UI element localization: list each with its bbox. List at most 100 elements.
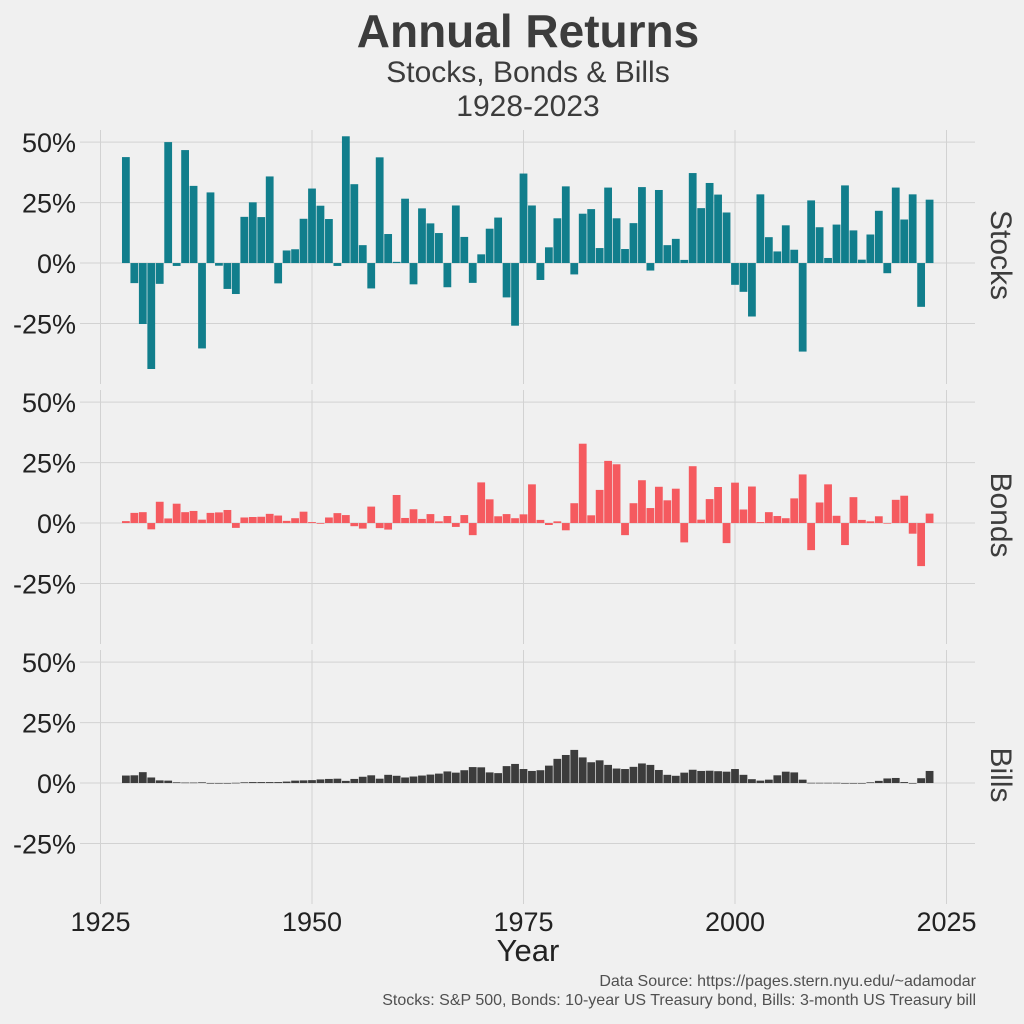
bar-bills bbox=[528, 770, 536, 784]
bar-bills bbox=[544, 765, 553, 784]
bar-stocks bbox=[587, 209, 596, 264]
bar-bonds bbox=[714, 487, 722, 524]
bar-bonds bbox=[409, 509, 418, 524]
bar-bonds bbox=[316, 523, 325, 524]
bar-bonds bbox=[511, 518, 519, 524]
bar-stocks bbox=[815, 227, 824, 264]
bar-bonds bbox=[189, 510, 198, 524]
bar-stocks bbox=[130, 263, 139, 284]
bar-bills bbox=[807, 782, 816, 784]
bar-bills bbox=[781, 771, 790, 784]
bar-stocks bbox=[181, 150, 189, 264]
bar-stocks bbox=[858, 259, 866, 264]
bar-stocks bbox=[739, 263, 748, 292]
bar-bills bbox=[384, 774, 393, 784]
bar-bonds bbox=[680, 523, 689, 543]
bar-bonds bbox=[697, 519, 706, 524]
bar-stocks bbox=[638, 187, 646, 264]
bar-stocks bbox=[748, 263, 756, 317]
bar-bills bbox=[502, 766, 511, 784]
bar-stocks bbox=[333, 263, 342, 266]
bar-stocks bbox=[274, 263, 283, 284]
bar-bonds bbox=[807, 523, 816, 551]
bar-bills bbox=[790, 772, 799, 784]
bar-bonds bbox=[925, 513, 934, 524]
bar-bills bbox=[215, 783, 223, 784]
bar-stocks bbox=[536, 263, 545, 280]
bar-bills bbox=[172, 782, 181, 784]
bar-stocks bbox=[426, 223, 435, 264]
bar-bills bbox=[248, 782, 257, 784]
bar-stocks bbox=[435, 233, 443, 264]
bar-stocks bbox=[883, 263, 892, 274]
y-tick-label: 25% bbox=[22, 449, 76, 479]
bar-stocks bbox=[282, 250, 291, 264]
bar-bonds bbox=[739, 509, 748, 524]
x-axis-title: Year bbox=[497, 933, 560, 968]
bar-stocks bbox=[121, 157, 130, 264]
bar-bills bbox=[739, 774, 748, 784]
bar-bills bbox=[798, 779, 807, 784]
bar-bills bbox=[883, 778, 892, 784]
bar-bonds bbox=[325, 517, 333, 524]
bar-bills bbox=[401, 777, 409, 784]
bar-stocks bbox=[257, 217, 266, 264]
y-tick-label: 25% bbox=[22, 189, 76, 219]
bar-bills bbox=[358, 776, 367, 784]
bar-bills bbox=[274, 782, 283, 784]
bar-stocks bbox=[460, 236, 469, 264]
bar-bills bbox=[350, 778, 359, 784]
bar-bills bbox=[874, 780, 883, 784]
bar-stocks bbox=[925, 199, 934, 264]
bar-stocks bbox=[908, 194, 917, 264]
bar-bonds bbox=[638, 480, 646, 524]
bar-bills bbox=[561, 754, 570, 784]
bar-bills bbox=[858, 783, 866, 784]
bar-bonds bbox=[536, 519, 545, 524]
bar-bonds bbox=[485, 499, 494, 524]
bar-bonds bbox=[815, 502, 824, 524]
bar-bonds bbox=[477, 482, 486, 524]
bar-bills bbox=[697, 770, 706, 784]
bar-stocks bbox=[511, 263, 519, 326]
bar-bonds bbox=[688, 466, 697, 524]
bar-bills bbox=[443, 771, 452, 784]
bar-stocks bbox=[841, 185, 849, 264]
y-tick-label: 50% bbox=[22, 128, 76, 158]
y-tick-label: 25% bbox=[22, 709, 76, 739]
bar-bonds bbox=[773, 516, 782, 524]
bar-bonds bbox=[841, 523, 849, 546]
bar-stocks bbox=[384, 234, 393, 264]
bar-bonds bbox=[248, 517, 257, 524]
bar-stocks bbox=[485, 228, 494, 264]
y-tick-label: 0% bbox=[37, 249, 76, 279]
bar-stocks bbox=[172, 263, 181, 266]
bar-bills bbox=[409, 776, 418, 784]
bar-stocks bbox=[714, 194, 722, 264]
bar-bonds bbox=[401, 517, 409, 524]
bar-stocks bbox=[375, 157, 384, 264]
bar-bills bbox=[629, 766, 638, 784]
bar-bills bbox=[426, 774, 435, 784]
bar-bonds bbox=[646, 508, 655, 524]
bar-bonds bbox=[731, 482, 739, 524]
bar-bills bbox=[451, 772, 460, 784]
bar-bonds bbox=[832, 515, 841, 524]
bar-bonds bbox=[858, 519, 866, 524]
facet-label-bonds: Bonds bbox=[984, 472, 1017, 557]
bar-bills bbox=[460, 770, 469, 784]
y-tick-label: 0% bbox=[37, 509, 76, 539]
bar-bills bbox=[291, 780, 299, 784]
bar-bonds bbox=[883, 523, 892, 524]
bar-bonds bbox=[274, 515, 283, 524]
bar-bonds bbox=[544, 523, 553, 525]
bar-bills bbox=[325, 778, 333, 784]
bar-bonds bbox=[451, 523, 460, 527]
bar-bonds bbox=[621, 523, 629, 536]
bar-bills bbox=[688, 769, 697, 784]
facet-label-bills: Bills bbox=[984, 747, 1017, 802]
bar-bonds bbox=[612, 464, 621, 524]
bar-stocks bbox=[731, 263, 739, 285]
bar-bills bbox=[587, 762, 596, 784]
